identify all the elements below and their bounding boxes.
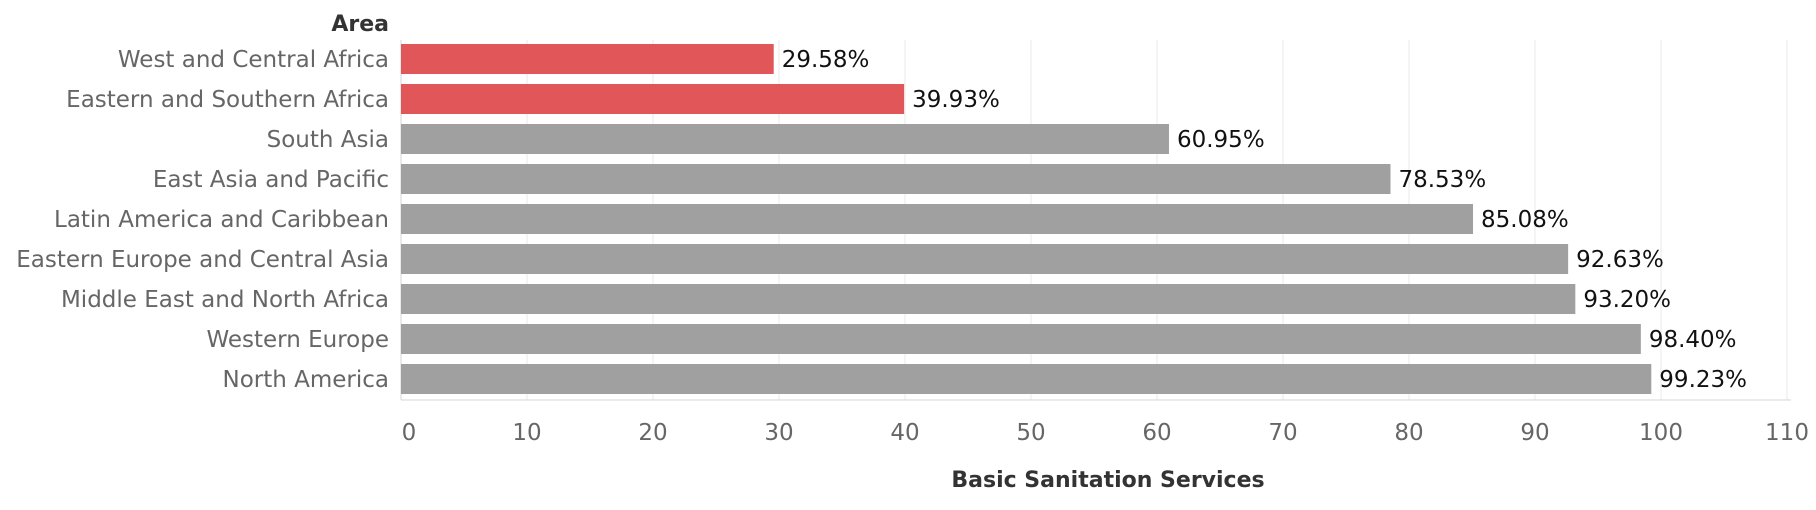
x-tick-label: 10: [512, 420, 541, 446]
category-label: Eastern Europe and Central Asia: [16, 247, 389, 273]
x-tick-label: 50: [1016, 420, 1045, 446]
category-label: Western Europe: [206, 327, 389, 353]
data-label: 85.08%: [1481, 207, 1569, 233]
data-label: 60.95%: [1177, 127, 1265, 153]
x-tick-label: 60: [1142, 420, 1171, 446]
data-label: 93.20%: [1583, 287, 1671, 313]
row-header: Area: [331, 12, 389, 37]
data-label: 98.40%: [1649, 327, 1737, 353]
bar[interactable]: [401, 84, 905, 114]
category-label: South Asia: [267, 127, 389, 153]
category-labels: West and Central Africa Eastern and South…: [16, 47, 389, 393]
bars: [401, 44, 1652, 394]
x-tick-label: 20: [638, 420, 667, 446]
bar[interactable]: [401, 364, 1652, 394]
x-axis-title: Basic Sanitation Services: [951, 468, 1264, 493]
bar[interactable]: [401, 124, 1169, 154]
x-tick-label: 0: [402, 420, 417, 446]
data-label: 29.58%: [782, 47, 870, 73]
data-label: 92.63%: [1576, 247, 1664, 273]
bar[interactable]: [401, 324, 1641, 354]
bar[interactable]: [401, 44, 774, 74]
bar[interactable]: [401, 204, 1474, 234]
x-tick-label: 100: [1639, 420, 1683, 446]
x-tick-label: 110: [1765, 420, 1809, 446]
data-label: 99.23%: [1659, 367, 1747, 393]
value-labels: 29.58% 39.93% 60.95% 78.53% 85.08% 92.63% 93.2…: [782, 47, 1747, 393]
x-tick-label: 40: [890, 420, 919, 446]
x-axis-ticks: 0 10 20 30 40 50 60 70 80 90 100 110: [402, 420, 1809, 446]
x-tick-label: 90: [1520, 420, 1549, 446]
category-label: West and Central Africa: [118, 47, 389, 73]
category-label: Middle East and North Africa: [61, 287, 389, 313]
category-label: North America: [222, 367, 389, 393]
bar[interactable]: [401, 284, 1576, 314]
data-label: 39.93%: [912, 87, 1000, 113]
category-label: Eastern and Southern Africa: [66, 87, 389, 113]
bar[interactable]: [401, 164, 1391, 194]
category-label: Latin America and Caribbean: [54, 207, 389, 233]
category-label: East Asia and Pacific: [153, 167, 389, 193]
x-tick-label: 30: [764, 420, 793, 446]
x-tick-label: 70: [1268, 420, 1297, 446]
data-label: 78.53%: [1398, 167, 1486, 193]
x-tick-label: 80: [1394, 420, 1423, 446]
bar[interactable]: [401, 244, 1569, 274]
